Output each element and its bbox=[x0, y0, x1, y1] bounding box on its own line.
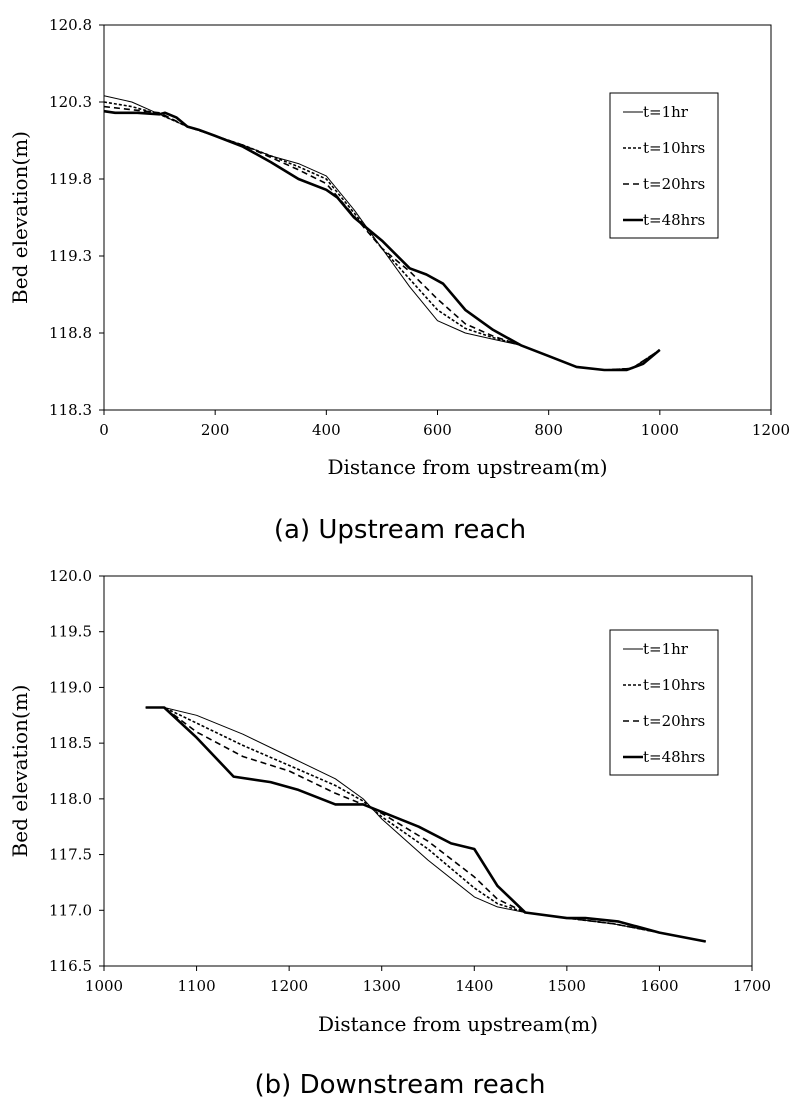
x-tick-label: 1400 bbox=[455, 977, 493, 995]
x-tick-label: 200 bbox=[201, 421, 230, 439]
legend-entry: t=10hrs bbox=[643, 139, 705, 157]
chart-downstream-reach: 1000 1100 1200 1300 1400 1500 1600 1700 116.5 117… bbox=[8, 567, 771, 1100]
series-line-t-1hr bbox=[103, 95, 661, 371]
x-tick-label: 1000 bbox=[641, 421, 679, 439]
series-line-t-48hrs bbox=[145, 706, 706, 943]
x-tick-label: 800 bbox=[534, 421, 563, 439]
x-axis-label: Distance from upstream(m) bbox=[318, 1012, 598, 1036]
y-tick-label: 118.8 bbox=[49, 324, 92, 342]
chart-upstream-reach: 0 200 400 600 800 1000 1200 118.3 118.8 119.3 119.… bbox=[8, 16, 790, 545]
y-tick-label: 117.5 bbox=[49, 846, 92, 864]
y-tick-label: 119.0 bbox=[49, 678, 92, 696]
y-tick-label: 118.3 bbox=[49, 401, 92, 419]
x-tick-label: 1500 bbox=[548, 977, 586, 995]
x-tick-label: 400 bbox=[312, 421, 341, 439]
y-tick-label: 120.8 bbox=[49, 16, 92, 34]
legend-entry: t=10hrs bbox=[643, 676, 705, 694]
x-tick-label: 1200 bbox=[270, 977, 308, 995]
y-tick-label: 120.3 bbox=[49, 93, 92, 111]
plot-area-frame bbox=[103, 575, 753, 967]
y-tick-label: 119.5 bbox=[49, 623, 92, 641]
y-axis-label: Bed elevation(m) bbox=[8, 131, 32, 304]
legend: t=1hr t=10hrs t=20hrs t=48hrs bbox=[609, 92, 719, 239]
y-tick-label: 120.0 bbox=[49, 567, 92, 585]
y-tick-label: 119.8 bbox=[49, 170, 92, 188]
legend-entry: t=48hrs bbox=[643, 211, 705, 229]
y-tick-label: 118.5 bbox=[49, 734, 92, 752]
y-tick-label: 116.5 bbox=[49, 957, 92, 975]
y-tick-label: 119.3 bbox=[49, 247, 92, 265]
y-tick-label: 118.0 bbox=[49, 790, 92, 808]
y-axis-label: Bed elevation(m) bbox=[8, 685, 32, 858]
y-tick-label: 117.0 bbox=[49, 901, 92, 919]
series-line-t-48hrs bbox=[103, 109, 661, 372]
x-tick-label: 1200 bbox=[752, 421, 790, 439]
x-tick-label: 0 bbox=[99, 421, 109, 439]
legend-frame bbox=[609, 629, 719, 776]
series-line-t-20hrs bbox=[145, 706, 706, 943]
legend-entry: t=48hrs bbox=[643, 748, 705, 766]
x-tick-label: 1700 bbox=[733, 977, 771, 995]
series-line-t-10hrs bbox=[103, 101, 661, 371]
x-tick-label: 1000 bbox=[85, 977, 123, 995]
x-tick-label: 600 bbox=[423, 421, 452, 439]
x-tick-label: 1600 bbox=[640, 977, 678, 995]
x-tick-label: 1300 bbox=[363, 977, 401, 995]
legend-frame bbox=[609, 92, 719, 239]
legend-entry: t=1hr bbox=[643, 103, 689, 121]
legend-entry: t=20hrs bbox=[643, 175, 705, 193]
figure-caption: (b) Downstream reach bbox=[255, 1070, 546, 1100]
legend: t=1hr t=10hrs t=20hrs t=48hrs bbox=[609, 629, 719, 776]
series-line-t-20hrs bbox=[103, 105, 661, 371]
legend-entry: t=1hr bbox=[643, 640, 689, 658]
legend-entry: t=20hrs bbox=[643, 712, 705, 730]
x-axis-label: Distance from upstream(m) bbox=[327, 455, 607, 479]
x-tick-label: 1100 bbox=[177, 977, 215, 995]
figure-caption: (a) Upstream reach bbox=[274, 515, 526, 545]
